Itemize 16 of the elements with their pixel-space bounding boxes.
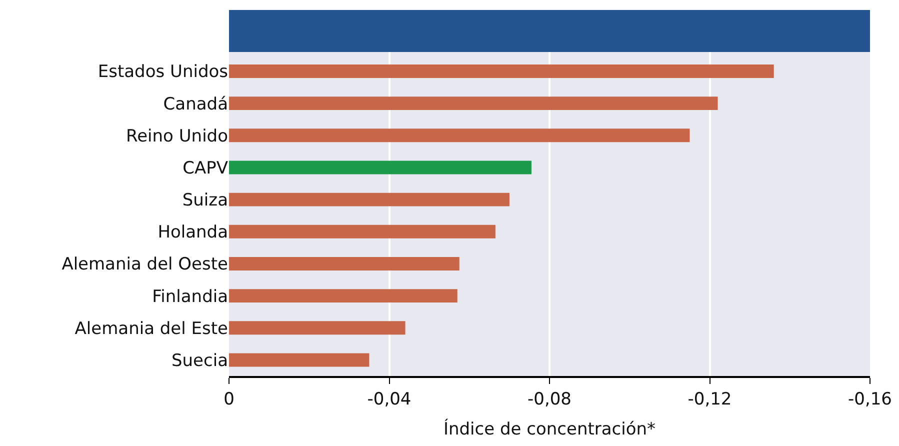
y-tick-label: Canadá [163, 94, 228, 114]
x-tick-label: -0,12 [688, 389, 732, 410]
y-tick-label: Finlandia [152, 286, 228, 307]
y-tick-label: Reino Unido [126, 126, 228, 146]
x-tick-label: -0,16 [848, 389, 892, 410]
y-tick-label: Alemania del Este [74, 318, 228, 339]
y-tick-label: Suiza [182, 190, 228, 211]
x-axis-title: Índice de concentración* [443, 418, 656, 440]
x-tick-label: 0 [224, 389, 234, 410]
y-tick-label: Suecia [171, 350, 228, 371]
x-tick-label: -0,08 [528, 389, 572, 410]
x-tick-label: -0,04 [367, 389, 412, 410]
y-tick-label: Alemania del Oeste [62, 254, 228, 275]
y-tick-label: CAPV [182, 158, 228, 178]
y-tick-label: Estados Unidos [98, 62, 228, 82]
y-tick-label: Holanda [158, 222, 228, 243]
